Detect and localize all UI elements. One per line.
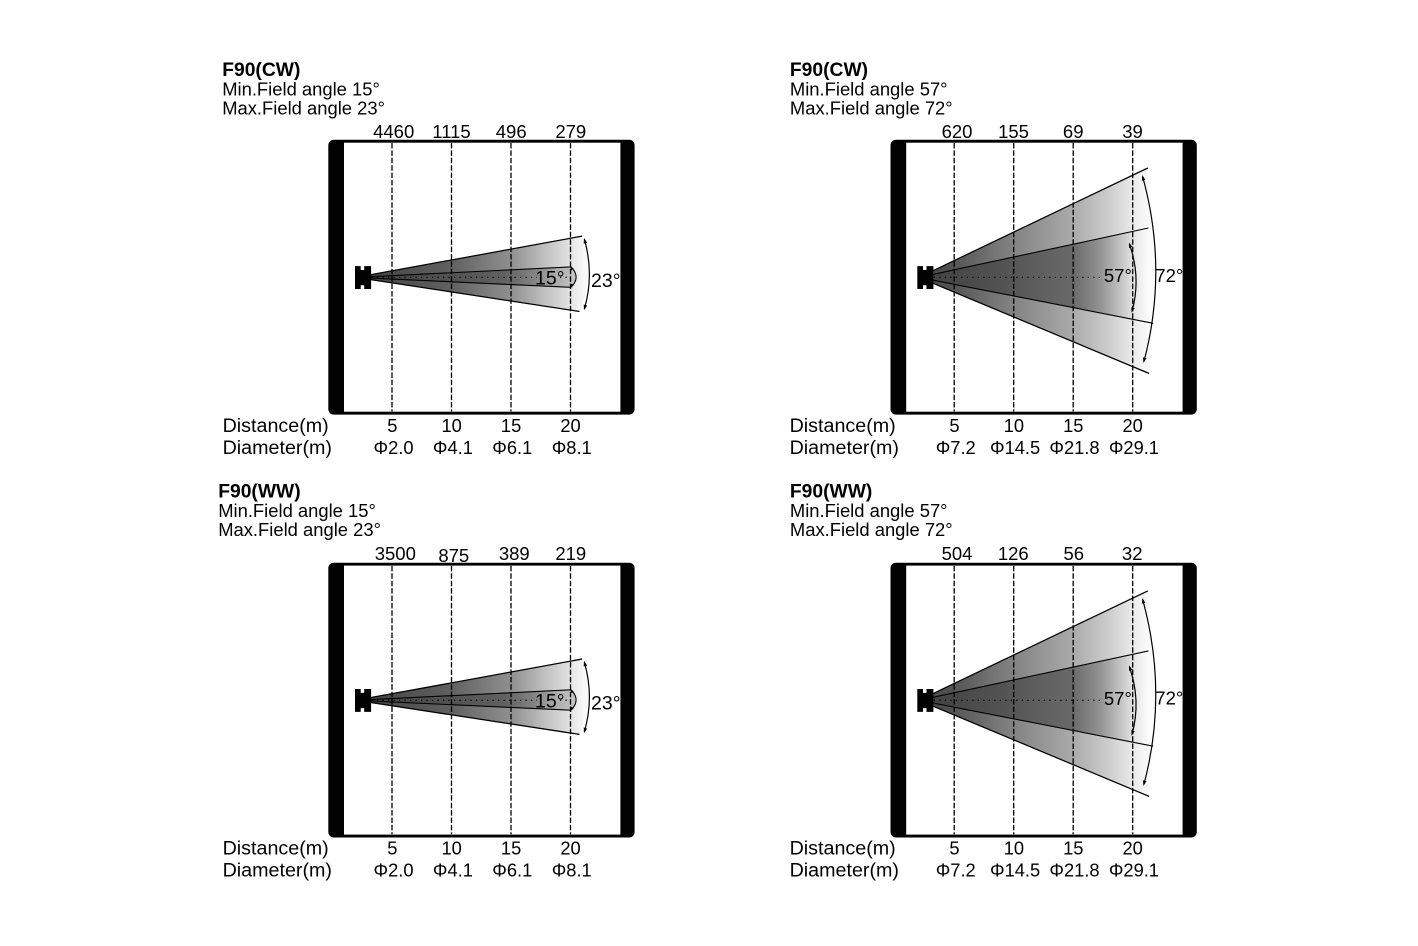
svg-text:F90(CW): F90(CW) [222, 60, 300, 81]
svg-text:620: 620 [942, 121, 973, 142]
svg-text:Min.Field angle 57°: Min.Field angle 57° [790, 500, 948, 521]
svg-text:F90(WW): F90(WW) [790, 481, 872, 502]
svg-text:Max.Field angle 72°: Max.Field angle 72° [790, 98, 953, 119]
svg-text:155: 155 [998, 121, 1029, 142]
svg-text:Φ4.1: Φ4.1 [433, 437, 473, 458]
svg-text:20: 20 [560, 415, 580, 436]
svg-text:20: 20 [1123, 415, 1143, 436]
svg-text:389: 389 [499, 543, 530, 564]
svg-text:279: 279 [555, 121, 586, 142]
svg-text:10: 10 [1004, 415, 1024, 436]
svg-text:875: 875 [438, 545, 469, 566]
svg-text:Φ29.1: Φ29.1 [1109, 437, 1159, 458]
svg-text:496: 496 [496, 121, 527, 142]
svg-text:Max.Field angle 72°: Max.Field angle 72° [790, 519, 953, 540]
svg-text:Distance(m): Distance(m) [223, 415, 329, 437]
svg-text:Min.Field angle 15°: Min.Field angle 15° [222, 78, 380, 99]
svg-text:Φ14.5: Φ14.5 [990, 437, 1040, 458]
svg-text:Φ2.0: Φ2.0 [374, 437, 414, 458]
svg-text:Φ6.1: Φ6.1 [492, 437, 532, 458]
svg-text:219: 219 [555, 543, 586, 564]
svg-text:4460: 4460 [373, 121, 414, 142]
svg-text:Φ21.8: Φ21.8 [1049, 437, 1099, 458]
svg-text:Diameter(m): Diameter(m) [790, 437, 899, 459]
svg-text:15: 15 [501, 415, 521, 436]
svg-text:32: 32 [1122, 543, 1143, 564]
svg-text:3500: 3500 [375, 543, 416, 564]
svg-text:Distance(m): Distance(m) [790, 415, 896, 437]
svg-text:5: 5 [387, 415, 397, 436]
svg-text:Min.Field angle 57°: Min.Field angle 57° [790, 78, 948, 99]
svg-text:F90(WW): F90(WW) [218, 481, 300, 502]
svg-text:15: 15 [1063, 415, 1083, 436]
svg-text:5: 5 [949, 415, 959, 436]
svg-text:56: 56 [1064, 543, 1085, 564]
svg-text:126: 126 [998, 543, 1029, 564]
svg-text:39: 39 [1122, 121, 1143, 142]
svg-text:69: 69 [1063, 121, 1084, 142]
svg-text:10: 10 [442, 415, 462, 436]
svg-text:Min.Field angle 15°: Min.Field angle 15° [218, 500, 376, 521]
svg-text:Max.Field angle 23°: Max.Field angle 23° [218, 519, 381, 540]
svg-text:Max.Field angle 23°: Max.Field angle 23° [222, 98, 385, 119]
svg-text:Φ7.2: Φ7.2 [936, 437, 976, 458]
svg-text:504: 504 [942, 543, 973, 564]
svg-text:F90(CW): F90(CW) [790, 60, 868, 81]
svg-text:Φ8.1: Φ8.1 [552, 437, 592, 458]
svg-text:1115: 1115 [432, 121, 470, 142]
svg-text:Diameter(m): Diameter(m) [223, 437, 332, 459]
